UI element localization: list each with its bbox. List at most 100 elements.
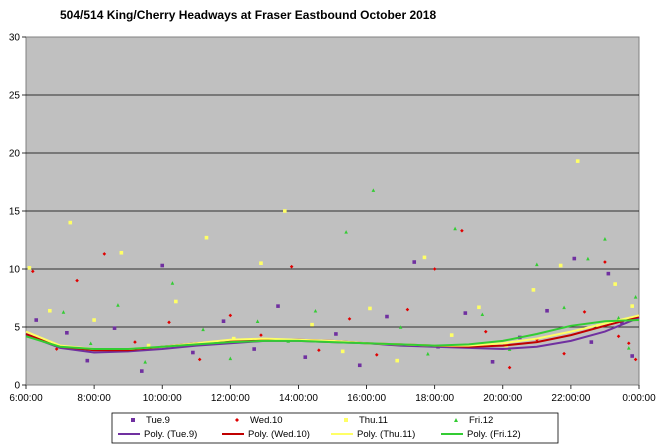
data-point-3-12 <box>371 188 376 192</box>
data-point-3-16 <box>480 312 485 317</box>
data-point-0-17 <box>490 360 495 364</box>
x-tick-label-5: 16:00:00 <box>347 393 386 404</box>
y-tick-label-20: 20 <box>9 149 21 160</box>
data-point-3-7 <box>228 356 233 361</box>
data-point-0-23 <box>620 320 624 325</box>
data-point-1-13 <box>405 307 410 312</box>
data-point-0-9 <box>276 304 280 308</box>
trend-line-7 <box>25 319 640 350</box>
data-point-0-12 <box>357 363 362 368</box>
gridlines <box>26 94 639 328</box>
data-point-0-5 <box>160 263 165 268</box>
data-point-0-3 <box>112 326 117 330</box>
legend-marker-3 <box>454 418 458 422</box>
data-point-1-21 <box>603 260 607 264</box>
legend-entry-0: Tue.9 <box>131 415 170 426</box>
trend-lines <box>25 314 640 354</box>
x-tick-label-0: 6:00:00 <box>9 393 43 404</box>
x-tick-label-2: 10:00:00 <box>143 393 182 404</box>
data-point-2-1 <box>48 308 52 313</box>
data-point-0-8 <box>252 347 256 351</box>
legend-entry-2: Thu.11 <box>344 415 388 426</box>
data-point-1-1 <box>54 347 59 351</box>
legend: Tue.9 Wed.10 Thu.11 Fri.12 Poly. (Tue.9) Poly… <box>118 415 521 440</box>
data-point-0-14 <box>412 260 417 264</box>
data-point-1-23 <box>626 341 631 346</box>
data-point-2-2 <box>68 220 73 225</box>
data-point-1-17 <box>507 365 512 370</box>
y-tick-label-30: 30 <box>9 33 21 44</box>
data-point-1-11 <box>347 317 352 321</box>
data-point-2-10 <box>283 209 287 213</box>
data-point-2-21 <box>575 159 580 163</box>
series-points-3 <box>37 188 638 364</box>
data-point-1-9 <box>289 264 294 269</box>
data-point-1-10 <box>317 348 321 352</box>
data-point-3-5 <box>170 281 175 285</box>
chart-title: 504/514 King/Cherry Headways at Fraser E… <box>60 8 436 22</box>
data-point-3-22 <box>616 315 621 320</box>
data-point-3-20 <box>586 256 590 261</box>
data-point-0-13 <box>385 314 389 319</box>
data-point-0-7 <box>221 319 226 323</box>
data-point-0-2 <box>85 358 90 363</box>
legend-label-4: Poly. (Tue.9) <box>144 429 197 440</box>
data-point-1-19 <box>562 351 566 356</box>
data-point-1-22 <box>616 334 621 339</box>
data-point-2-15 <box>422 255 427 260</box>
data-point-0-19 <box>545 308 549 313</box>
data-point-2-17 <box>477 305 481 310</box>
x-tick-label-3: 12:00:00 <box>211 393 250 404</box>
legend-marker-0 <box>131 418 135 422</box>
data-point-1-0 <box>31 269 35 274</box>
data-point-2-3 <box>92 318 96 322</box>
data-point-3-1 <box>61 310 66 314</box>
legend-marker-2 <box>344 418 348 422</box>
data-point-1-20 <box>582 310 587 314</box>
data-point-1-2 <box>75 278 79 283</box>
data-point-2-5 <box>146 343 151 348</box>
y-tick-label-5: 5 <box>14 323 20 334</box>
data-point-1-3 <box>102 252 107 256</box>
legend-marker-1 <box>235 418 239 422</box>
data-point-3-6 <box>201 327 205 332</box>
data-point-3-23 <box>626 346 631 350</box>
data-point-1-24 <box>633 357 638 362</box>
data-point-3-14 <box>426 351 430 356</box>
y-axis-ticks: 0 5 10 15 20 25 30 <box>9 33 26 392</box>
data-point-3-15 <box>453 226 457 231</box>
data-point-3-21 <box>603 237 607 241</box>
legend-box <box>111 412 559 444</box>
data-point-3-11 <box>344 230 348 234</box>
y-tick-label-0: 0 <box>14 381 20 392</box>
data-point-1-6 <box>197 357 202 362</box>
legend-label-6: Poly. (Thu.11) <box>357 429 415 440</box>
data-point-3-18 <box>535 262 539 267</box>
data-point-2-6 <box>174 299 178 304</box>
data-point-2-19 <box>531 288 536 292</box>
y-tick-label-15: 15 <box>9 207 21 218</box>
series-points-1 <box>31 228 638 370</box>
legend-label-1: Wed.10 <box>250 415 283 426</box>
data-point-3-13 <box>398 325 403 329</box>
legend-label-5: Poly. (Wed.10) <box>248 429 310 440</box>
data-point-2-13 <box>368 306 372 311</box>
x-axis-ticks: 6:00:00 8:00:00 10:00:00 12:00:00 14:00:00 16… <box>9 385 656 404</box>
data-point-3-10 <box>313 308 318 313</box>
data-point-2-7 <box>204 235 209 240</box>
x-tick-label-8: 22:00:00 <box>551 393 590 404</box>
data-point-3-19 <box>562 305 566 310</box>
data-point-2-24 <box>630 304 634 308</box>
data-point-0-11 <box>334 332 338 336</box>
data-point-1-5 <box>167 320 171 325</box>
x-tick-label-1: 8:00:00 <box>77 393 111 404</box>
data-point-0-10 <box>303 355 308 359</box>
data-point-1-4 <box>133 340 137 344</box>
data-point-0-4 <box>139 369 144 373</box>
data-point-2-12 <box>340 349 345 354</box>
y-tick-label-10: 10 <box>9 265 21 276</box>
data-point-1-16 <box>483 329 488 334</box>
data-point-3-24 <box>633 295 638 299</box>
data-point-1-14 <box>432 267 437 271</box>
